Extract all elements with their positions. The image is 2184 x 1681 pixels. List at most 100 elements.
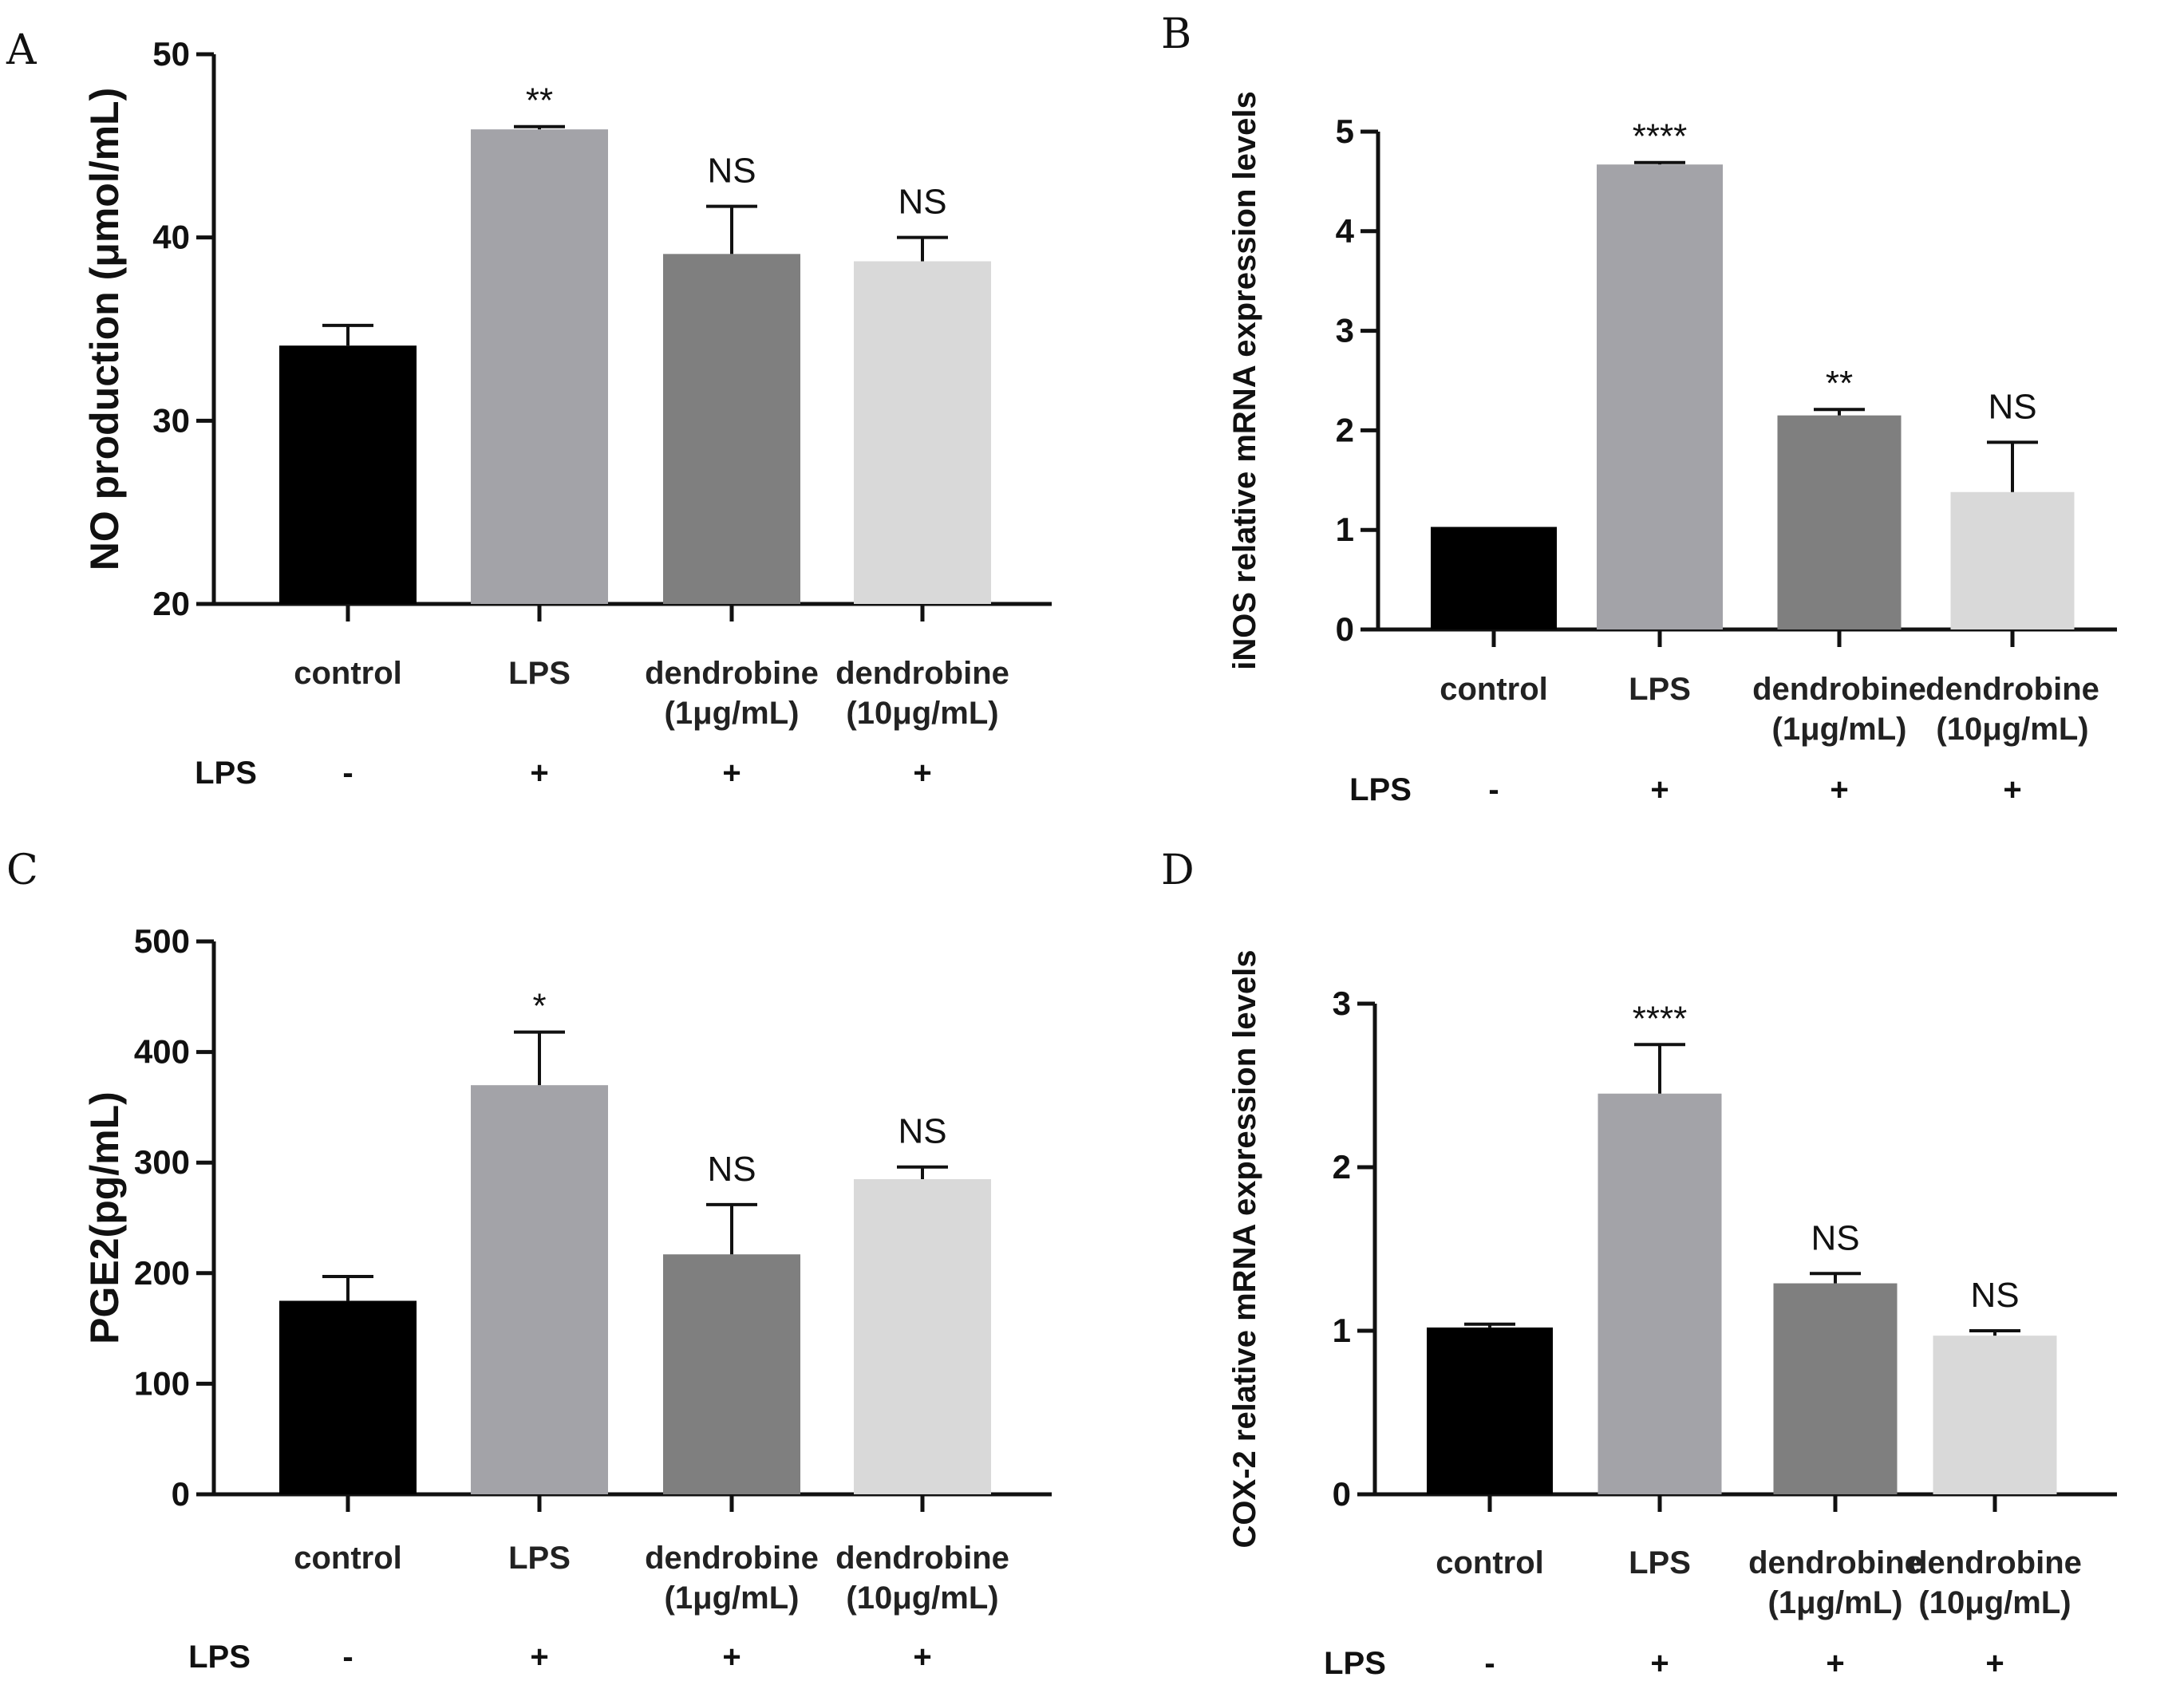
x-tick-label: dendrobine (835, 656, 1009, 691)
bar (1777, 415, 1902, 629)
bar (1950, 491, 2075, 629)
x-tick-label: (10μg/mL) (846, 1580, 998, 1616)
bar (1598, 1093, 1722, 1494)
y-tick-label: 0 (172, 1475, 190, 1513)
panel-letter: D (1161, 846, 1195, 894)
lps-indicator: + (530, 756, 548, 791)
y-tick-label: 2 (1333, 1148, 1351, 1186)
lps-indicator: + (2003, 772, 2021, 807)
y-axis-title: iNOS relative mRNA expression levels (1227, 91, 1262, 670)
lps-indicator: + (1650, 1646, 1669, 1681)
panel-letter: C (6, 846, 38, 894)
panel-c: C 0 100 200 300 400 500 PGE2(pg/mL) control - * LPS… (6, 846, 1052, 1675)
y-tick-label: 20 (152, 585, 190, 622)
lps-row-label: LPS (1349, 772, 1412, 807)
y-tick-label: 400 (134, 1033, 190, 1071)
bar (1427, 1327, 1553, 1494)
x-tick-label: control (1440, 672, 1548, 707)
lps-indicator: - (342, 756, 353, 791)
x-tick-label: LPS (1629, 1545, 1691, 1580)
x-tick-label: LPS (1629, 672, 1691, 707)
significance-label: **** (1633, 117, 1688, 156)
lps-indicator: + (722, 756, 741, 791)
y-tick-label: 100 (134, 1364, 190, 1402)
bar (279, 345, 417, 604)
x-tick-label: control (294, 656, 402, 691)
x-tick-label: (1μg/mL) (1772, 712, 1907, 747)
panel-letter: A (6, 26, 38, 74)
significance-label: NS (898, 183, 946, 222)
bar (1597, 164, 1723, 629)
x-tick-label: (1μg/mL) (665, 1580, 800, 1616)
bar (854, 261, 991, 604)
significance-label: NS (898, 1112, 946, 1151)
lps-row-label: LPS (195, 756, 257, 791)
significance-label: NS (707, 1150, 756, 1189)
significance-label: NS (1811, 1218, 1859, 1257)
lps-indicator: + (913, 1640, 931, 1675)
y-axis-title: PGE2(pg/mL) (82, 1091, 127, 1344)
bar (471, 1085, 608, 1494)
lps-indicator: + (1985, 1646, 2004, 1681)
y-tick-label: 500 (134, 922, 190, 960)
x-tick-label: LPS (508, 1541, 571, 1576)
bar (279, 1300, 417, 1494)
y-tick-label: 3 (1333, 985, 1351, 1022)
panel-b: B 0 1 2 3 4 5 iNOS relative mRNA expression lev… (1161, 10, 2117, 807)
y-tick-label: 40 (152, 219, 190, 256)
lps-indicator: + (1650, 772, 1669, 807)
bar (1933, 1336, 2057, 1494)
x-tick-label: dendrobine (1748, 1545, 1922, 1580)
y-tick-label: 0 (1333, 1475, 1351, 1513)
x-tick-label: dendrobine (1908, 1545, 2082, 1580)
panel-a: A 20 30 40 50 NO production (μmol/mL) control -… (6, 26, 1052, 791)
x-tick-label: (10μg/mL) (1918, 1585, 2071, 1620)
y-axis-title: NO production (μmol/mL) (82, 88, 127, 571)
x-tick-label: control (1436, 1545, 1544, 1580)
significance-label: NS (1988, 387, 2036, 426)
bar (1431, 527, 1557, 629)
x-tick-label: dendrobine (1925, 672, 2099, 707)
x-tick-label: LPS (508, 656, 571, 691)
significance-label: **** (1633, 999, 1688, 1038)
panel-d: D 0 1 2 3 COX-2 relative mRNA expression leve… (1161, 846, 2117, 1681)
lps-indicator: - (1484, 1646, 1495, 1681)
x-tick-label: dendrobine (1752, 672, 1926, 707)
lps-indicator: - (342, 1640, 353, 1675)
lps-indicator: - (1488, 772, 1499, 807)
lps-row-label: LPS (1324, 1646, 1386, 1681)
x-tick-label: dendrobine (835, 1541, 1009, 1576)
lps-row-label: LPS (188, 1640, 251, 1675)
lps-indicator: + (722, 1640, 741, 1675)
y-tick-label: 5 (1336, 112, 1354, 150)
y-tick-label: 30 (152, 401, 190, 439)
lps-indicator: + (1830, 772, 1848, 807)
lps-indicator: + (530, 1640, 548, 1675)
y-axis-title: COX-2 relative mRNA expression levels (1227, 950, 1262, 1549)
x-tick-label: control (294, 1541, 402, 1576)
y-tick-label: 300 (134, 1143, 190, 1181)
significance-label: NS (707, 152, 756, 191)
lps-indicator: + (913, 756, 931, 791)
bar (854, 1178, 991, 1494)
significance-label: ** (526, 81, 553, 120)
panel-letter: B (1161, 10, 1191, 58)
y-tick-label: 2 (1336, 411, 1354, 448)
bar (471, 129, 608, 604)
x-tick-label: (10μg/mL) (1936, 712, 2088, 747)
lps-indicator: + (1826, 1646, 1844, 1681)
y-tick-label: 50 (152, 35, 190, 73)
x-tick-label: (1μg/mL) (1768, 1585, 1903, 1620)
y-tick-label: 1 (1336, 511, 1354, 548)
y-tick-label: 200 (134, 1254, 190, 1292)
bar (663, 1254, 800, 1494)
significance-label: ** (1826, 364, 1853, 403)
y-tick-label: 3 (1336, 312, 1354, 349)
y-tick-label: 1 (1333, 1312, 1351, 1349)
y-tick-label: 0 (1336, 610, 1354, 648)
y-tick-label: 4 (1336, 212, 1355, 250)
x-tick-label: (10μg/mL) (846, 696, 998, 731)
bar (663, 254, 800, 604)
x-tick-label: (1μg/mL) (665, 696, 800, 731)
